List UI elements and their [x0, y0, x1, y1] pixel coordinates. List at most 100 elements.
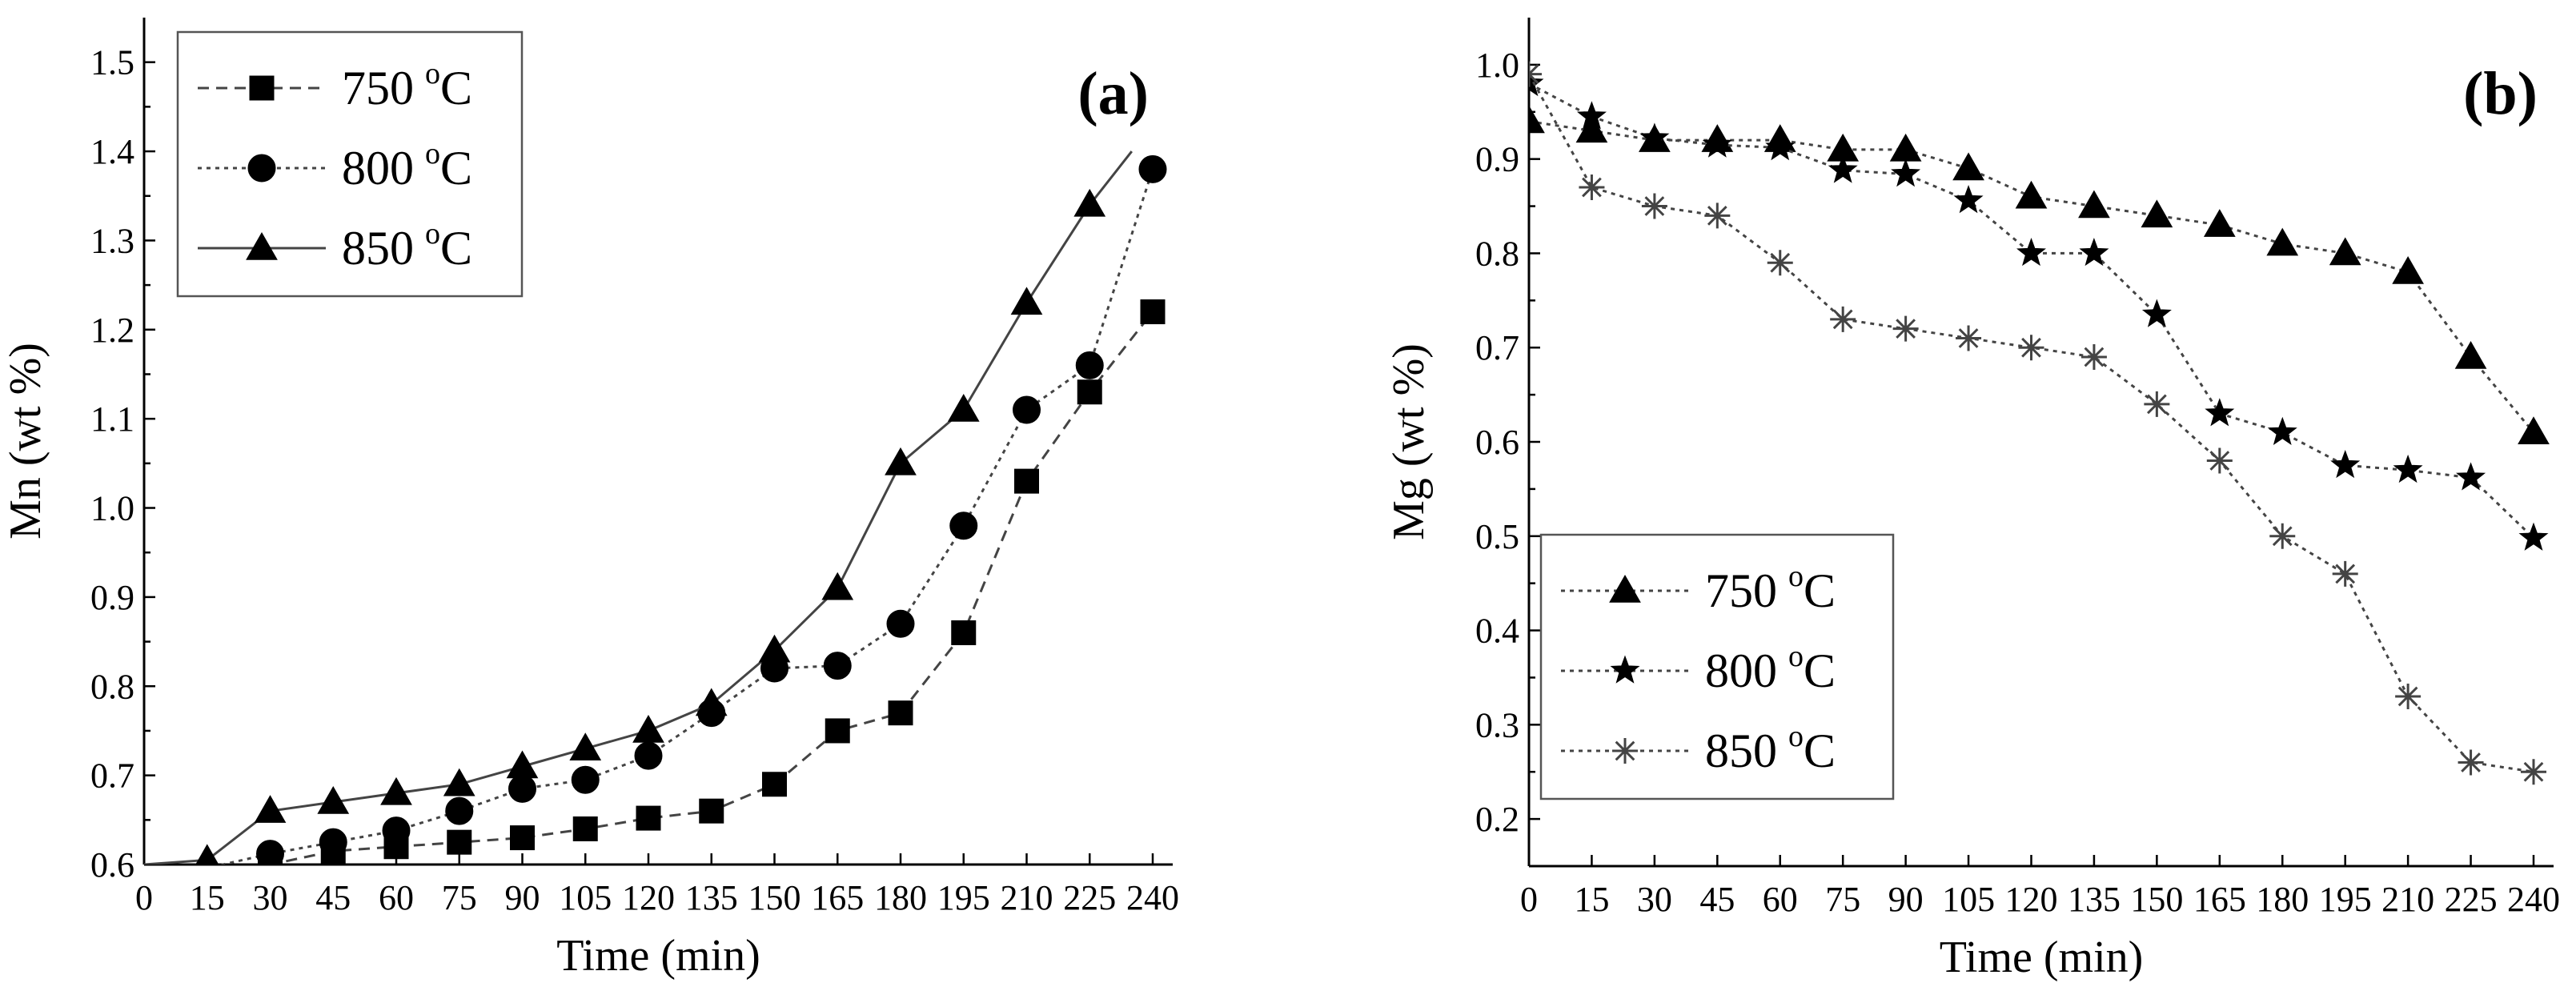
legend-unit-c: C	[440, 222, 472, 275]
x-tick-label: 45	[1699, 880, 1735, 919]
y-tick-label: 0.7	[90, 756, 134, 796]
series-850	[144, 150, 1133, 865]
data-point	[888, 700, 913, 726]
legend-unit-c: C	[440, 142, 472, 195]
data-point	[1529, 105, 1545, 134]
data-point	[2205, 398, 2235, 427]
data-point	[2332, 560, 2358, 587]
legend-series-name: 800	[1705, 644, 1777, 697]
data-point	[319, 828, 347, 857]
y-tick-label: 1.4	[90, 132, 134, 171]
data-point	[695, 688, 728, 716]
legend-unit-c: C	[440, 62, 472, 114]
data-point	[758, 634, 791, 663]
data-point	[2018, 335, 2044, 361]
data-point	[1013, 395, 1041, 424]
data-point	[2203, 209, 2236, 237]
x-tick-label: 15	[190, 878, 225, 917]
x-tick-label: 225	[2445, 880, 2498, 919]
legend-series-name: 850	[1705, 724, 1777, 777]
x-tick-label: 240	[2507, 880, 2560, 919]
x-tick-label: 120	[2005, 880, 2058, 919]
x-tick-label: 30	[1637, 880, 1672, 919]
series-750	[1529, 105, 2550, 444]
data-point	[821, 572, 854, 600]
series-850	[1529, 61, 2546, 785]
data-point	[508, 774, 536, 803]
y-tick-label: 0.8	[1475, 234, 1519, 273]
x-tick-label: 150	[2130, 880, 2183, 919]
data-point	[634, 741, 663, 770]
data-point	[254, 795, 287, 823]
y-tick-label: 0.5	[1475, 517, 1519, 556]
y-tick-label: 0.9	[90, 578, 134, 617]
data-point	[572, 816, 598, 841]
data-point	[1576, 101, 1607, 130]
legend-entry-850: 850 oC	[1705, 720, 1836, 777]
data-point	[951, 620, 977, 645]
y-tick-label: 1.1	[90, 399, 134, 439]
chart-panel-a: 0.6 0.7 0.8 0.9 1.0 1.1 1.2 1.3 1.4 1.5 0 15 30 45 60 7…	[1, 18, 1179, 981]
data-point	[2144, 391, 2170, 417]
data-point	[1828, 154, 1858, 183]
x-tick-label: 15	[1574, 880, 1609, 919]
data-point	[2330, 449, 2361, 479]
data-point	[1529, 61, 1542, 87]
x-tick-label: 180	[874, 878, 927, 917]
legend-entry-800: 800 oC	[1705, 640, 1836, 697]
data-point	[1956, 325, 1982, 351]
data-point	[382, 816, 411, 845]
data-point	[1891, 158, 1921, 187]
series-800	[1529, 67, 2549, 551]
data-point	[1641, 193, 1667, 219]
data-point	[1704, 203, 1731, 229]
series-750	[258, 299, 1166, 865]
legend-unit-sup: o	[1788, 720, 1804, 753]
x-tick-label: 210	[1001, 878, 1053, 917]
data-point	[2078, 190, 2110, 219]
data-point	[1702, 129, 1732, 158]
data-point	[1140, 299, 1166, 325]
legend-marker-850	[1612, 738, 1638, 764]
data-point	[2267, 416, 2297, 445]
data-point	[2395, 684, 2422, 709]
data-point	[317, 786, 350, 814]
legend-marker-750	[249, 75, 275, 101]
y-axis-title: Mn (wt %)	[1, 343, 50, 540]
x-tick-label: 225	[1063, 878, 1116, 917]
y-axis-title: Mg (wt %)	[1384, 343, 1434, 540]
legend-series-name: 800	[342, 142, 414, 195]
data-point	[195, 844, 219, 865]
series-line-800	[1529, 82, 2535, 540]
data-point	[1889, 133, 1922, 162]
data-point	[2329, 237, 2361, 266]
data-point	[1767, 250, 1793, 276]
data-point	[1639, 122, 1670, 151]
data-point	[2141, 299, 2172, 327]
data-point	[1952, 152, 1984, 181]
x-tick-label: 150	[748, 878, 801, 917]
data-point	[2269, 523, 2296, 549]
data-point	[1765, 132, 1796, 161]
x-tick-label: 30	[253, 878, 288, 917]
data-point	[256, 840, 284, 865]
x-tick-label: 180	[2256, 880, 2309, 919]
y-tick-label: 1.5	[90, 43, 134, 82]
legend-unit-c: C	[1804, 564, 1836, 617]
data-point	[1138, 154, 1167, 183]
x-tick-label: 105	[1942, 880, 1995, 919]
data-point	[2141, 199, 2173, 228]
panel-label: (b)	[2463, 60, 2538, 127]
data-point	[2392, 255, 2424, 284]
data-point	[2521, 759, 2546, 785]
data-point	[1892, 315, 1919, 342]
data-point	[2080, 344, 2107, 370]
data-point	[2456, 462, 2486, 491]
x-tick-label: 195	[937, 878, 990, 917]
legend-marker-850	[246, 231, 278, 260]
y-tick-label: 0.2	[1475, 800, 1519, 839]
series-line-750	[1529, 120, 2535, 434]
x-tick-label: 0	[135, 878, 153, 917]
legend-marker-750	[1609, 574, 1641, 603]
